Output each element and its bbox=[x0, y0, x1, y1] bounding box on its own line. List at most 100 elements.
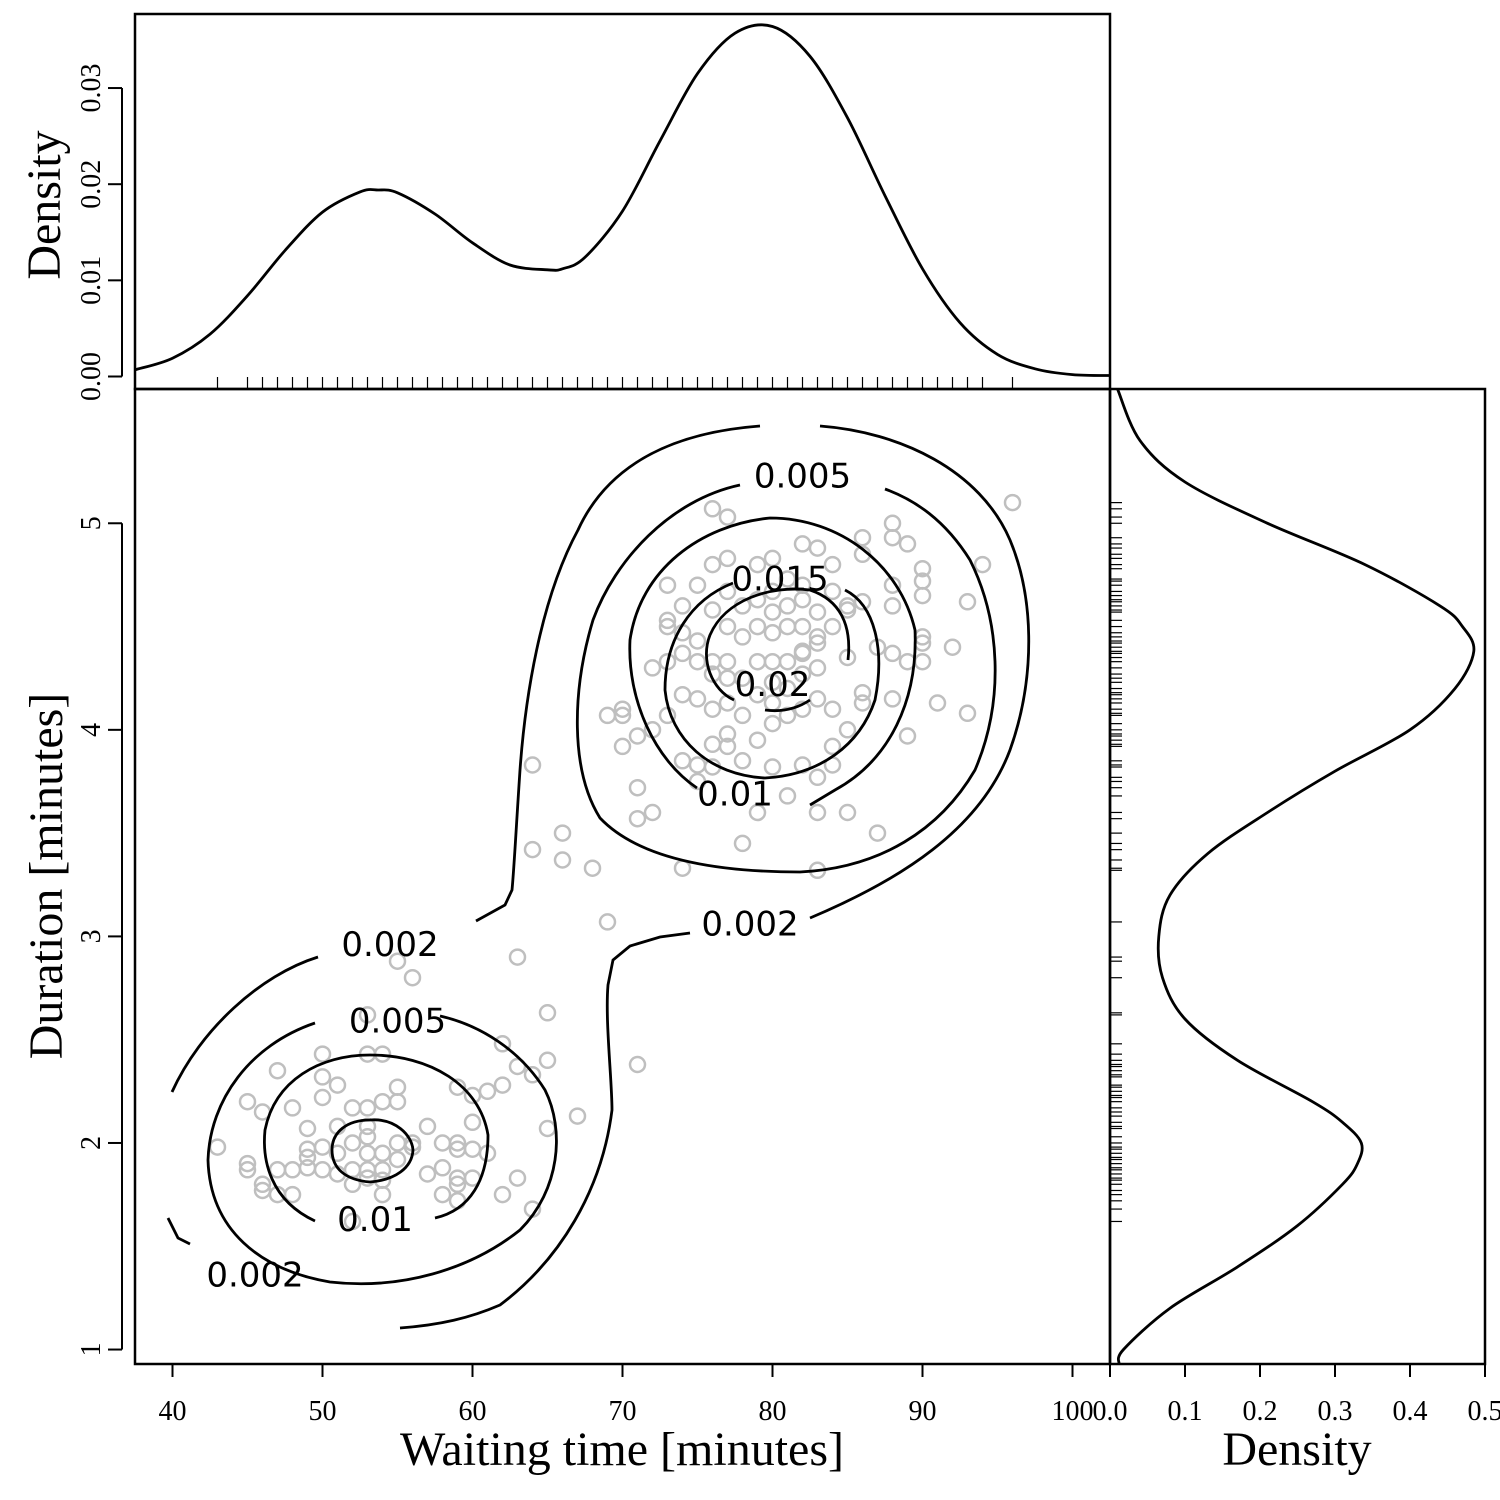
top-density-curve bbox=[134, 23, 1111, 377]
scatter-point bbox=[493, 1076, 512, 1094]
contour-labels: 0.002 0.002 0.002 0.005 0.005 0.01 0.01 0.015 0.… bbox=[206, 456, 851, 1295]
x-tick-label: 70 bbox=[609, 1396, 637, 1427]
contour-0.01 bbox=[263, 1053, 490, 1223]
scatter-point bbox=[643, 803, 662, 822]
scatter-point bbox=[733, 834, 752, 853]
scatter-point bbox=[748, 555, 767, 574]
scatter-point bbox=[418, 1165, 437, 1183]
scatter-point bbox=[313, 1138, 332, 1156]
scatter-point bbox=[808, 803, 827, 822]
right-x-tick-label: 0.2 bbox=[1243, 1396, 1278, 1427]
scatter-point bbox=[808, 539, 827, 557]
scatter-point bbox=[823, 700, 842, 718]
right-x-tick-label: 0.0 bbox=[1093, 1396, 1128, 1427]
x-tick-label: 60 bbox=[459, 1396, 487, 1427]
scatter-point bbox=[523, 840, 542, 859]
scatter-point bbox=[748, 590, 767, 609]
scatter-point bbox=[613, 737, 632, 756]
scatter-point bbox=[718, 737, 737, 756]
scatter-point bbox=[553, 824, 572, 842]
scatter-point bbox=[853, 694, 872, 712]
scatter-point bbox=[748, 803, 767, 822]
scatter-point bbox=[808, 603, 827, 621]
scatter-point bbox=[718, 508, 737, 526]
contour-0.002 bbox=[475, 424, 761, 923]
scatter-point bbox=[718, 617, 737, 636]
scatter-point bbox=[793, 535, 812, 553]
scatter-point bbox=[778, 679, 797, 698]
right-x-axis-title: Density bbox=[1222, 1423, 1371, 1476]
scatter-point bbox=[628, 778, 647, 797]
scatter-point bbox=[763, 714, 782, 733]
scatter-point bbox=[628, 1055, 647, 1074]
contour-0.02 bbox=[705, 587, 851, 702]
scatter-point bbox=[388, 952, 407, 970]
scatter-point bbox=[763, 624, 782, 642]
scatter-point bbox=[448, 1078, 467, 1096]
scatter-point bbox=[493, 1185, 512, 1204]
scatter-point bbox=[868, 824, 887, 842]
scatter-point bbox=[718, 549, 737, 568]
top-y-tick-label: 0.02 bbox=[76, 160, 107, 209]
scatter-point bbox=[823, 617, 842, 636]
scatter-point bbox=[388, 1134, 407, 1152]
scatter-point bbox=[298, 1148, 317, 1167]
scatter-point bbox=[433, 1185, 452, 1204]
contour-0.002 bbox=[170, 955, 319, 1093]
scatter-point bbox=[838, 721, 857, 739]
scatter-point bbox=[448, 1134, 467, 1152]
main-y-axis-title: Duration [minutes] bbox=[20, 693, 73, 1060]
scatter-point bbox=[733, 669, 752, 687]
scatter-point bbox=[883, 644, 902, 663]
contour-label: 0.002 bbox=[206, 1256, 303, 1296]
scatter-point bbox=[898, 535, 917, 553]
joint-panel-frame bbox=[133, 387, 1112, 1366]
right-x-tick-label: 0.5 bbox=[1468, 1396, 1500, 1427]
scatter-point bbox=[613, 706, 632, 725]
scatter-point bbox=[688, 632, 707, 650]
scatter-point bbox=[823, 582, 842, 601]
right-rug bbox=[1110, 502, 1122, 1223]
main-x-axis: 40 50 60 70 80 90 100 bbox=[159, 1363, 1094, 1427]
right-density-curve bbox=[1116, 388, 1476, 1365]
scatter-point bbox=[748, 617, 767, 636]
scatter-point bbox=[853, 528, 872, 547]
scatter-point bbox=[673, 644, 692, 663]
scatter-point bbox=[733, 628, 752, 646]
scatter-point bbox=[808, 628, 827, 646]
top-marginal-panel: 0.00 0.01 0.02 0.03 Density bbox=[18, 12, 1112, 401]
scatter-point bbox=[358, 1099, 377, 1117]
scatter-point bbox=[508, 1169, 527, 1187]
scatter-point bbox=[778, 706, 797, 725]
scatter-point bbox=[373, 1161, 392, 1179]
scatter-point bbox=[508, 948, 527, 966]
scatter-point bbox=[793, 665, 812, 683]
contour-0.002 bbox=[399, 931, 691, 1330]
y-tick-label: 3 bbox=[76, 929, 107, 943]
contour-0.002 bbox=[166, 1217, 191, 1246]
contour-0.002 bbox=[809, 424, 1031, 920]
scatter-point bbox=[418, 1117, 437, 1136]
scatter-point bbox=[808, 634, 827, 652]
scatter-point bbox=[628, 809, 647, 828]
scatter-point bbox=[373, 1185, 392, 1204]
scatter-point bbox=[778, 787, 797, 805]
top-y-axis-title: Density bbox=[18, 130, 71, 279]
scatter-point bbox=[253, 1175, 272, 1194]
x-tick-label: 100 bbox=[1052, 1396, 1094, 1427]
scatter-point bbox=[778, 597, 797, 615]
scatter-point bbox=[913, 586, 932, 605]
scatter-point bbox=[493, 1035, 512, 1053]
scatter-point bbox=[688, 652, 707, 671]
scatter-point bbox=[898, 727, 917, 745]
scatter-point bbox=[448, 1175, 467, 1194]
scatter-point bbox=[658, 611, 677, 630]
contour-label: 0.02 bbox=[735, 665, 811, 705]
main-y-axis: 1 2 3 4 5 bbox=[76, 516, 123, 1357]
scatter-point bbox=[703, 735, 722, 754]
scatter-point bbox=[343, 1212, 362, 1231]
scatter-point bbox=[403, 968, 422, 987]
scatter-point bbox=[283, 1185, 302, 1204]
scatter-point bbox=[688, 756, 707, 774]
main-x-axis-title: Waiting time [minutes] bbox=[400, 1423, 844, 1476]
